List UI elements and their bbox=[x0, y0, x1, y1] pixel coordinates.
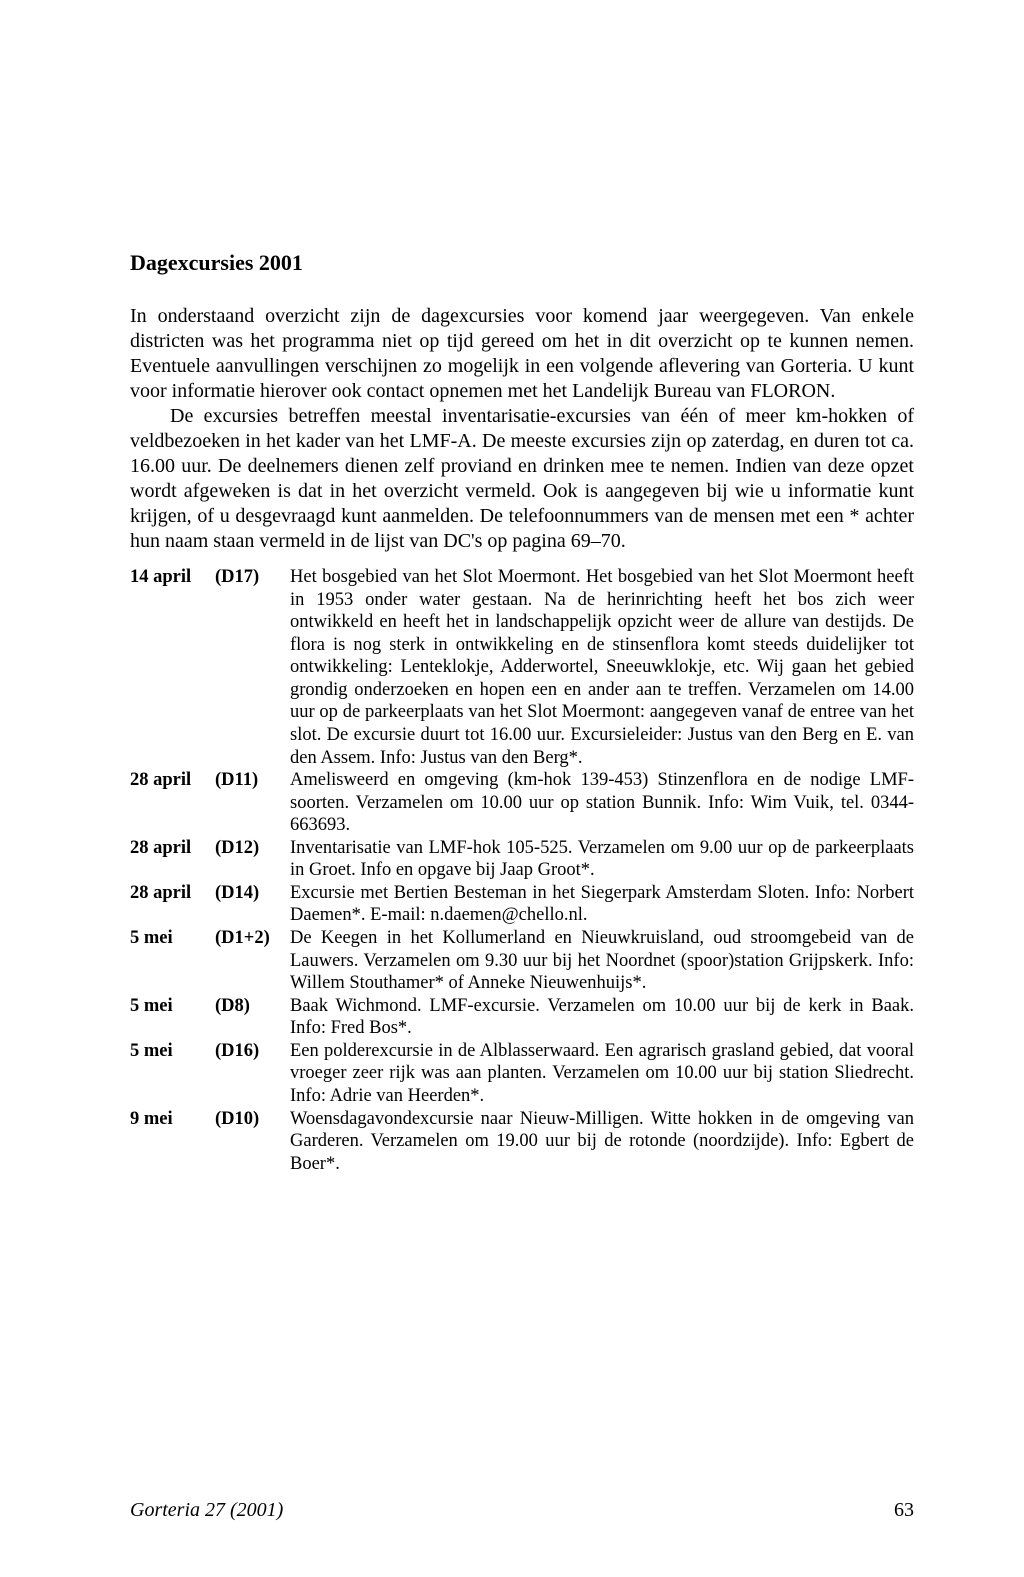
excursion-row: 5 mei (D8) Baak Wichmond. LMF-excursie. … bbox=[130, 995, 914, 1040]
excursion-code: (D8) bbox=[215, 995, 290, 1018]
excursion-code: (D16) bbox=[215, 1040, 290, 1063]
page-number: 63 bbox=[894, 1499, 914, 1522]
excursion-row: 5 mei (D16) Een polderexcursie in de Alb… bbox=[130, 1040, 914, 1108]
excursion-code: (D10) bbox=[215, 1108, 290, 1131]
excursion-date: 28 april bbox=[130, 882, 215, 905]
page-title: Dagexcursies 2001 bbox=[130, 250, 914, 276]
excursion-description: Amelisweerd en omgeving (km-hok 139-453)… bbox=[290, 769, 914, 837]
excursion-description: Baak Wichmond. LMF-excursie. Verzamelen … bbox=[290, 995, 914, 1040]
excursion-row: 28 april (D14) Excursie met Bertien Best… bbox=[130, 882, 914, 927]
excursion-description: De Keegen in het Kollumerland en Nieuwkr… bbox=[290, 927, 914, 995]
excursion-description: Een polderexcursie in de Alblasserwaard.… bbox=[290, 1040, 914, 1108]
paragraph-1: In onderstaand overzicht zijn de dagexcu… bbox=[130, 304, 914, 404]
excursion-row: 9 mei (D10) Woensdagavondexcursie naar N… bbox=[130, 1108, 914, 1176]
excursion-row: 5 mei (D1+2) De Keegen in het Kollumerla… bbox=[130, 927, 914, 995]
excursion-date: 5 mei bbox=[130, 995, 215, 1018]
excursion-row: 28 april (D11) Amelisweerd en omgeving (… bbox=[130, 769, 914, 837]
excursion-code: (D12) bbox=[215, 837, 290, 860]
excursion-description: Inventarisatie van LMF-hok 105-525. Verz… bbox=[290, 837, 914, 882]
excursion-list: 14 april (D17) Het bosgebied van het Slo… bbox=[130, 566, 914, 1175]
page-footer: Gorteria 27 (2001) 63 bbox=[130, 1499, 914, 1522]
excursion-date: 28 april bbox=[130, 837, 215, 860]
page-container: Dagexcursies 2001 In onderstaand overzic… bbox=[0, 0, 1024, 1577]
excursion-date: 9 mei bbox=[130, 1108, 215, 1131]
excursion-row: 28 april (D12) Inventarisatie van LMF-ho… bbox=[130, 837, 914, 882]
excursion-date: 14 april bbox=[130, 566, 215, 589]
excursion-code: (D1+2) bbox=[215, 927, 290, 950]
excursion-date: 5 mei bbox=[130, 1040, 215, 1063]
excursion-row: 14 april (D17) Het bosgebied van het Slo… bbox=[130, 566, 914, 769]
journal-reference: Gorteria 27 (2001) bbox=[130, 1499, 283, 1522]
body-text-block: In onderstaand overzicht zijn de dagexcu… bbox=[130, 304, 914, 554]
excursion-code: (D11) bbox=[215, 769, 290, 792]
paragraph-2: De excursies betreffen meestal inventari… bbox=[130, 404, 914, 554]
excursion-date: 5 mei bbox=[130, 927, 215, 950]
excursion-code: (D17) bbox=[215, 566, 290, 589]
excursion-date: 28 april bbox=[130, 769, 215, 792]
excursion-description: Het bosgebied van het Slot Moermont. Het… bbox=[290, 566, 914, 769]
excursion-code: (D14) bbox=[215, 882, 290, 905]
excursion-description: Excursie met Bertien Besteman in het Sie… bbox=[290, 882, 914, 927]
excursion-description: Woensdagavondexcursie naar Nieuw-Millige… bbox=[290, 1108, 914, 1176]
